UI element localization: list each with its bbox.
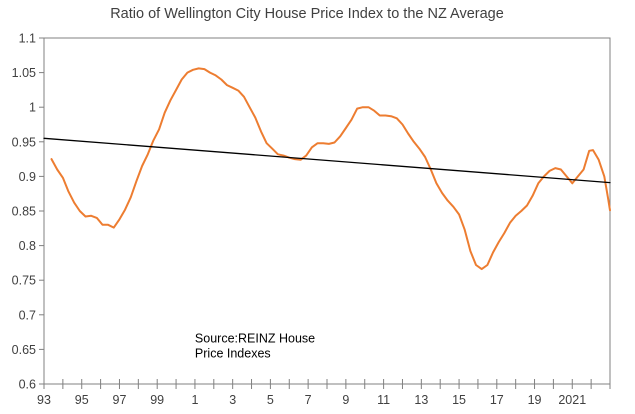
- y-tick-label: 0.65: [12, 343, 36, 357]
- x-tick-label: 5: [267, 393, 274, 407]
- source-annotation: Source:REINZ House Price Indexes: [195, 331, 315, 360]
- axes: [39, 37, 611, 389]
- x-tick-label: 95: [75, 393, 89, 407]
- source-annotation-line: Source:REINZ House: [195, 331, 315, 345]
- y-axis-tick-labels: 0.6 0.65 0.7 0.75 0.8 0.85 0.9 0.95 1 1.05 1.1: [12, 32, 36, 392]
- y-tick-label: 0.7: [19, 308, 36, 322]
- y-tick-label: 0.6: [19, 378, 36, 392]
- x-tick-label: 99: [150, 393, 164, 407]
- x-tick-label: 15: [452, 393, 466, 407]
- x-tick-label: 1: [191, 393, 198, 407]
- y-tick-label: 1.1: [19, 32, 36, 46]
- x-tick-label: 19: [528, 393, 542, 407]
- x-tick-label: 3: [229, 393, 236, 407]
- x-axis-tick-labels: 93 95 97 99 1 3 5 7 9 11 13 15 17 19 2021: [37, 393, 586, 407]
- y-tick-label: 0.8: [19, 239, 36, 253]
- y-tick-label: 0.85: [12, 205, 36, 219]
- x-tick-label: 2021: [558, 393, 586, 407]
- x-tick-label: 9: [342, 393, 349, 407]
- x-tick-label: 13: [414, 393, 428, 407]
- x-tick-label: 97: [113, 393, 127, 407]
- plot-area-border: [43, 37, 611, 385]
- x-tick-label: 11: [377, 393, 390, 407]
- source-annotation-line: Price Indexes: [195, 346, 271, 360]
- chart-title: Ratio of Wellington City House Price Ind…: [110, 6, 504, 22]
- x-tick-label: 7: [305, 393, 312, 407]
- series-layer: [43, 67, 611, 271]
- y-tick-label: 1: [29, 101, 36, 115]
- series-line-ratio: [50, 67, 611, 271]
- x-tick-label: 17: [490, 393, 504, 407]
- series-line-trend: [43, 137, 611, 184]
- y-tick-label: 0.9: [19, 170, 36, 184]
- y-tick-label: 0.95: [12, 135, 36, 149]
- y-tick-label: 1.05: [12, 66, 36, 80]
- y-tick-label: 0.75: [12, 274, 36, 288]
- x-tick-label: 93: [37, 393, 51, 407]
